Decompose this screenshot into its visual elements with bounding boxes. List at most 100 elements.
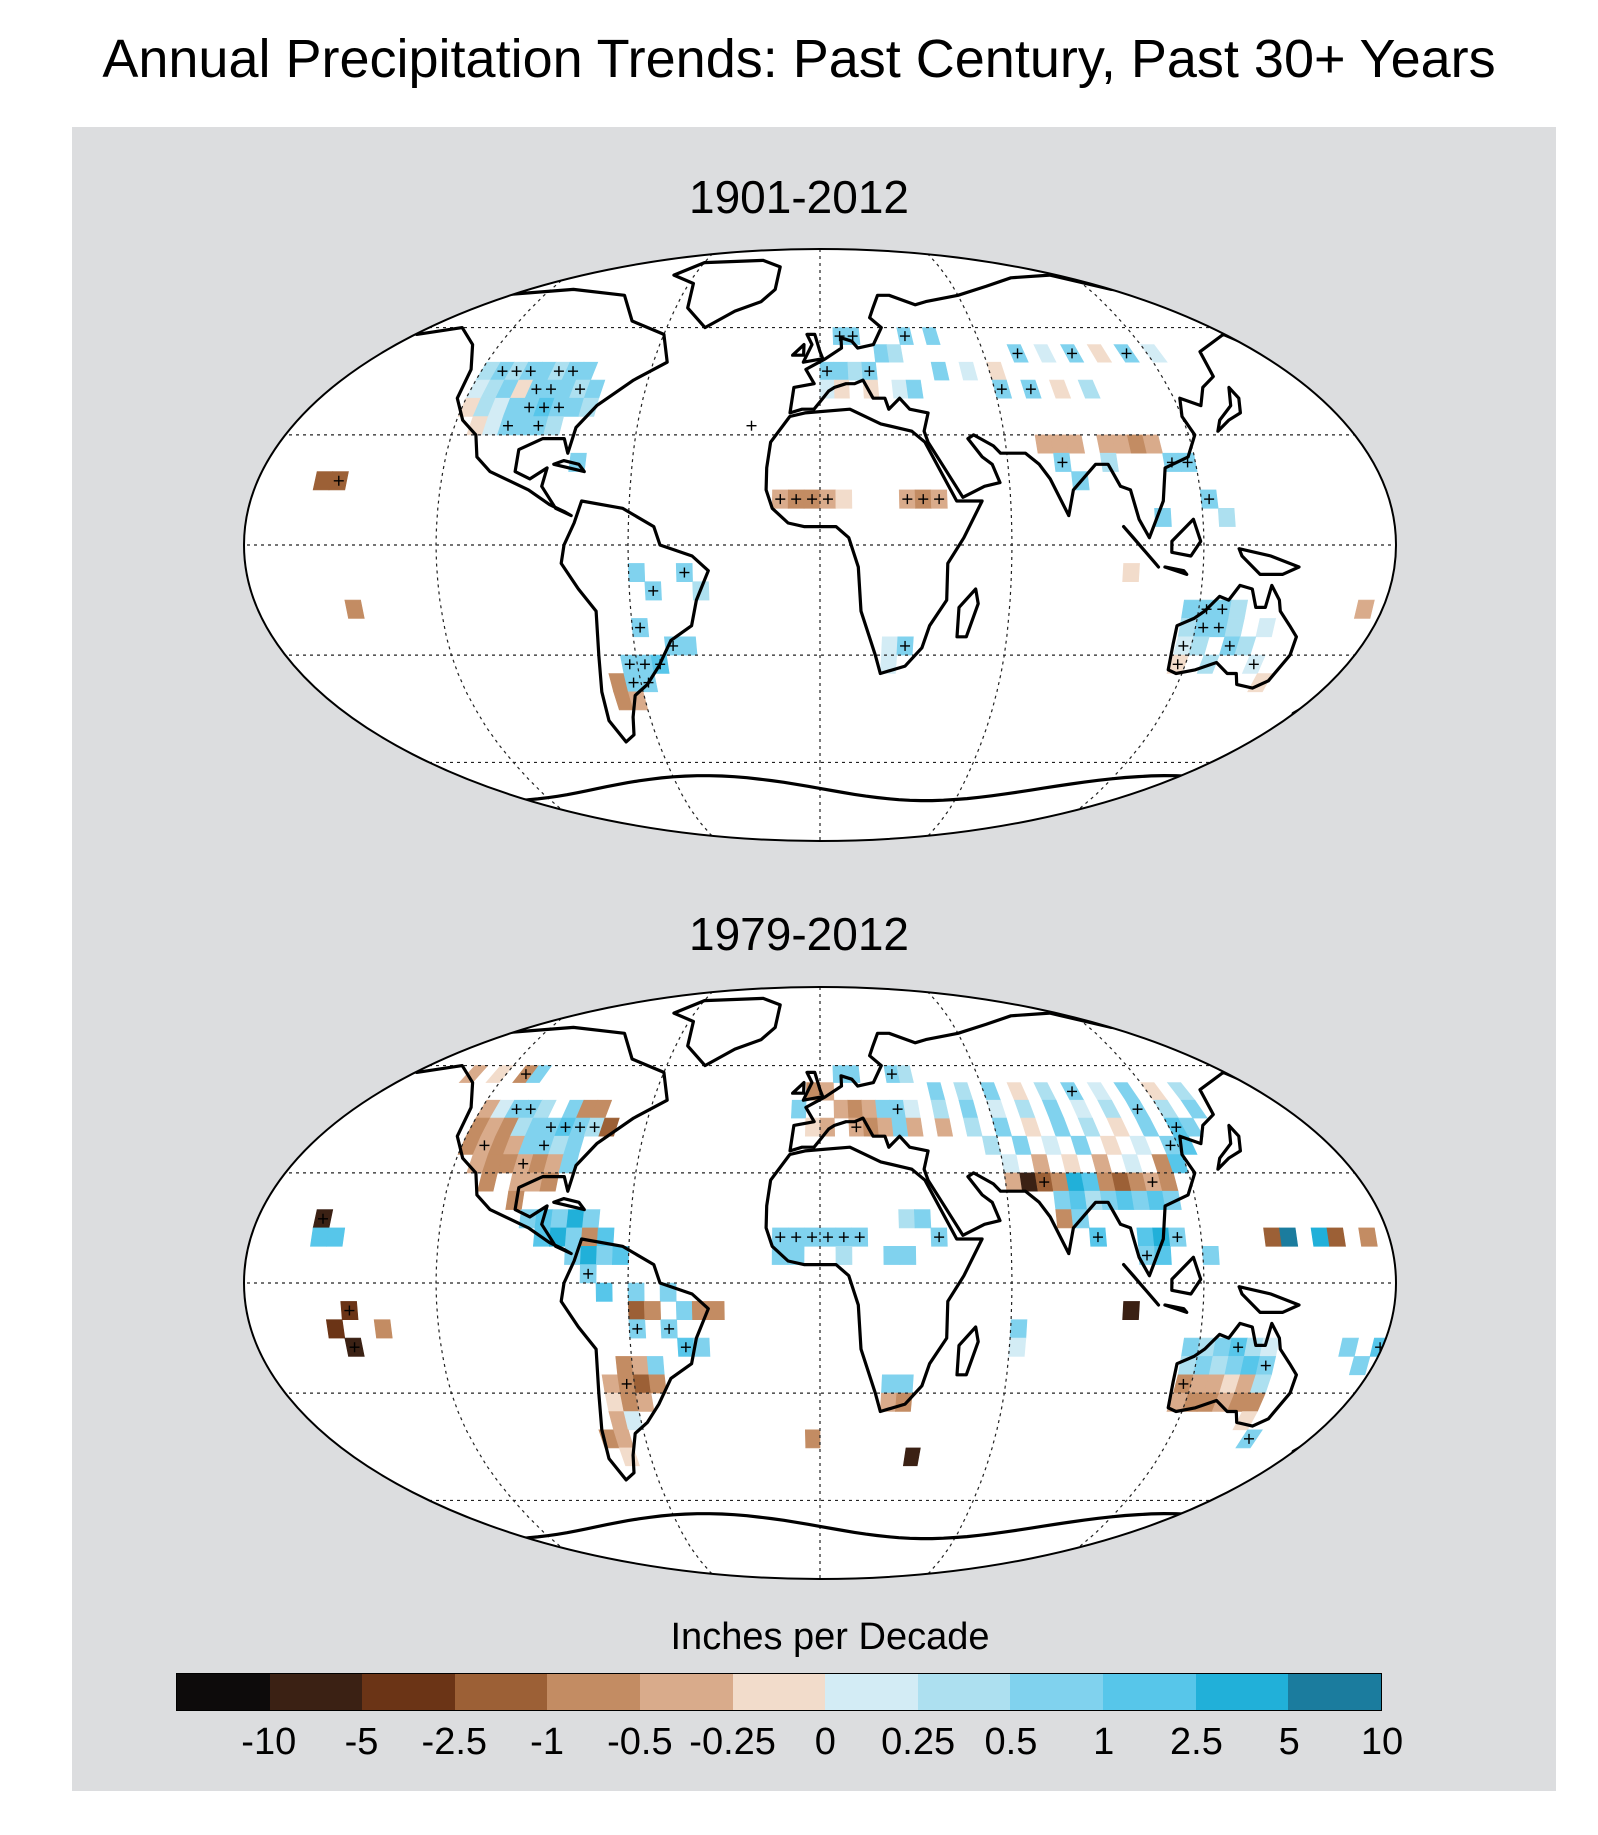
- trend-cell: [525, 1065, 553, 1083]
- plus-marker: [539, 402, 550, 413]
- trend-cell: [1084, 1190, 1104, 1210]
- trend-cell: [847, 361, 864, 381]
- trend-cell: [543, 416, 564, 436]
- legend-swatch: [547, 1674, 641, 1710]
- trend-cell: [1077, 379, 1101, 399]
- plus-marker: [864, 366, 875, 377]
- coastline: [764, 407, 984, 676]
- trend-cell: [1348, 1356, 1371, 1376]
- trend-cell: [578, 397, 600, 417]
- trend-cell: [902, 1099, 921, 1119]
- plus-marker: [1012, 348, 1023, 359]
- map-title-century: 1901-2012: [689, 171, 909, 223]
- plus-marker: [1092, 1232, 1103, 1243]
- coastline: [1237, 547, 1301, 576]
- figure-title: Annual Precipitation Trends: Past Centur…: [102, 29, 1496, 89]
- legend-swatch: [1103, 1674, 1196, 1710]
- trend-cell: [1180, 1099, 1208, 1119]
- plus-marker: [680, 1342, 691, 1353]
- coastlines: [396, 996, 1352, 1541]
- plus-marker: [639, 659, 650, 670]
- plus-marker: [1178, 1378, 1189, 1389]
- plus-marker: [996, 384, 1007, 395]
- legend-tick-labels: -10 -5 -2.5 -1 -0.5 -0.25 0 0.25 0.5 1 2.5 5 10: [0, 1721, 1598, 1771]
- plus-marker: [934, 494, 945, 505]
- coastline: [1216, 1123, 1242, 1171]
- trend-cell: [899, 1246, 917, 1265]
- trend-cell: [886, 344, 904, 363]
- legend-tick-label: -2.5: [421, 1721, 488, 1763]
- trend-cell: [1326, 1227, 1346, 1247]
- trend-cell: [1086, 344, 1113, 363]
- trend-cell: [913, 1209, 932, 1229]
- plus-marker: [518, 1158, 529, 1169]
- plus-marker: [502, 420, 513, 431]
- coastline: [1237, 1285, 1301, 1314]
- trend-cell: [1003, 1172, 1023, 1192]
- plus-marker: [1172, 659, 1183, 670]
- map-title-recent: 1979-2012: [689, 908, 909, 960]
- plus-marker: [545, 1122, 556, 1133]
- trend-cell: [883, 1246, 901, 1265]
- coastline: [1216, 385, 1242, 433]
- trend-cell: [835, 1246, 853, 1265]
- map-outline: [243, 248, 1397, 842]
- trend-cell: [373, 1319, 393, 1339]
- plus-marker: [664, 1323, 675, 1334]
- plus-marker: [1067, 1086, 1078, 1097]
- plus-marker: [524, 402, 535, 413]
- trend-cell: [891, 379, 909, 399]
- map-content: [244, 987, 1396, 1579]
- plus-marker: [1067, 348, 1078, 359]
- plus-marker: [533, 420, 544, 431]
- legend-tick-label: -5: [344, 1721, 379, 1763]
- coastline: [672, 996, 782, 1068]
- trend-cell: [881, 1374, 899, 1394]
- plus-marker: [575, 1122, 586, 1133]
- coastlines: [396, 258, 1352, 803]
- trend-cell: [861, 1099, 878, 1119]
- trend-cell: [631, 1356, 650, 1376]
- legend-tick-label: -1: [530, 1721, 564, 1763]
- trend-cell: [804, 1429, 821, 1449]
- plus-marker: [1039, 1177, 1050, 1188]
- plus-marker: [497, 366, 508, 377]
- trend-cell: [1140, 344, 1168, 363]
- map-recent: [243, 986, 1397, 1580]
- legend-swatch: [454, 1674, 548, 1710]
- plus-marker: [900, 640, 911, 651]
- trend-cell: [632, 1374, 652, 1394]
- trend-cell: [1055, 1209, 1074, 1229]
- trend-cell: [1279, 1227, 1299, 1247]
- plus-marker: [1171, 1122, 1182, 1133]
- plus-marker: [553, 366, 564, 377]
- coastline: [1170, 1255, 1203, 1296]
- legend-tick-label: 10: [1360, 1721, 1404, 1763]
- plus-marker: [886, 1069, 897, 1080]
- legend-tick-label: 0.5: [984, 1721, 1038, 1763]
- trend-cell: [847, 1099, 864, 1119]
- coastline: [955, 587, 980, 639]
- trend-cell: [790, 1099, 807, 1119]
- trend-cell: [905, 1117, 924, 1137]
- trend-cell: [627, 563, 646, 582]
- plus-marker: [632, 1323, 643, 1334]
- plus-marker: [344, 1305, 355, 1316]
- plus-marker: [838, 1232, 849, 1243]
- trend-cell: [881, 636, 899, 656]
- trend-cell: [675, 1301, 693, 1320]
- trend-cell: [595, 1282, 613, 1302]
- legend-tick-label: 0.25: [881, 1721, 956, 1763]
- coastline: [559, 499, 710, 744]
- plus-marker: [834, 331, 845, 342]
- map-outline: [243, 986, 1397, 1580]
- trend-cell: [898, 1209, 916, 1229]
- legend-swatch: [177, 1674, 270, 1710]
- plus-marker: [1213, 622, 1224, 633]
- plus-marker: [775, 494, 786, 505]
- coastline: [788, 1011, 1273, 1278]
- trend-cell: [707, 1301, 725, 1320]
- trend-cell: [1122, 563, 1140, 582]
- plus-marker: [679, 567, 690, 578]
- plus-marker: [318, 1213, 329, 1224]
